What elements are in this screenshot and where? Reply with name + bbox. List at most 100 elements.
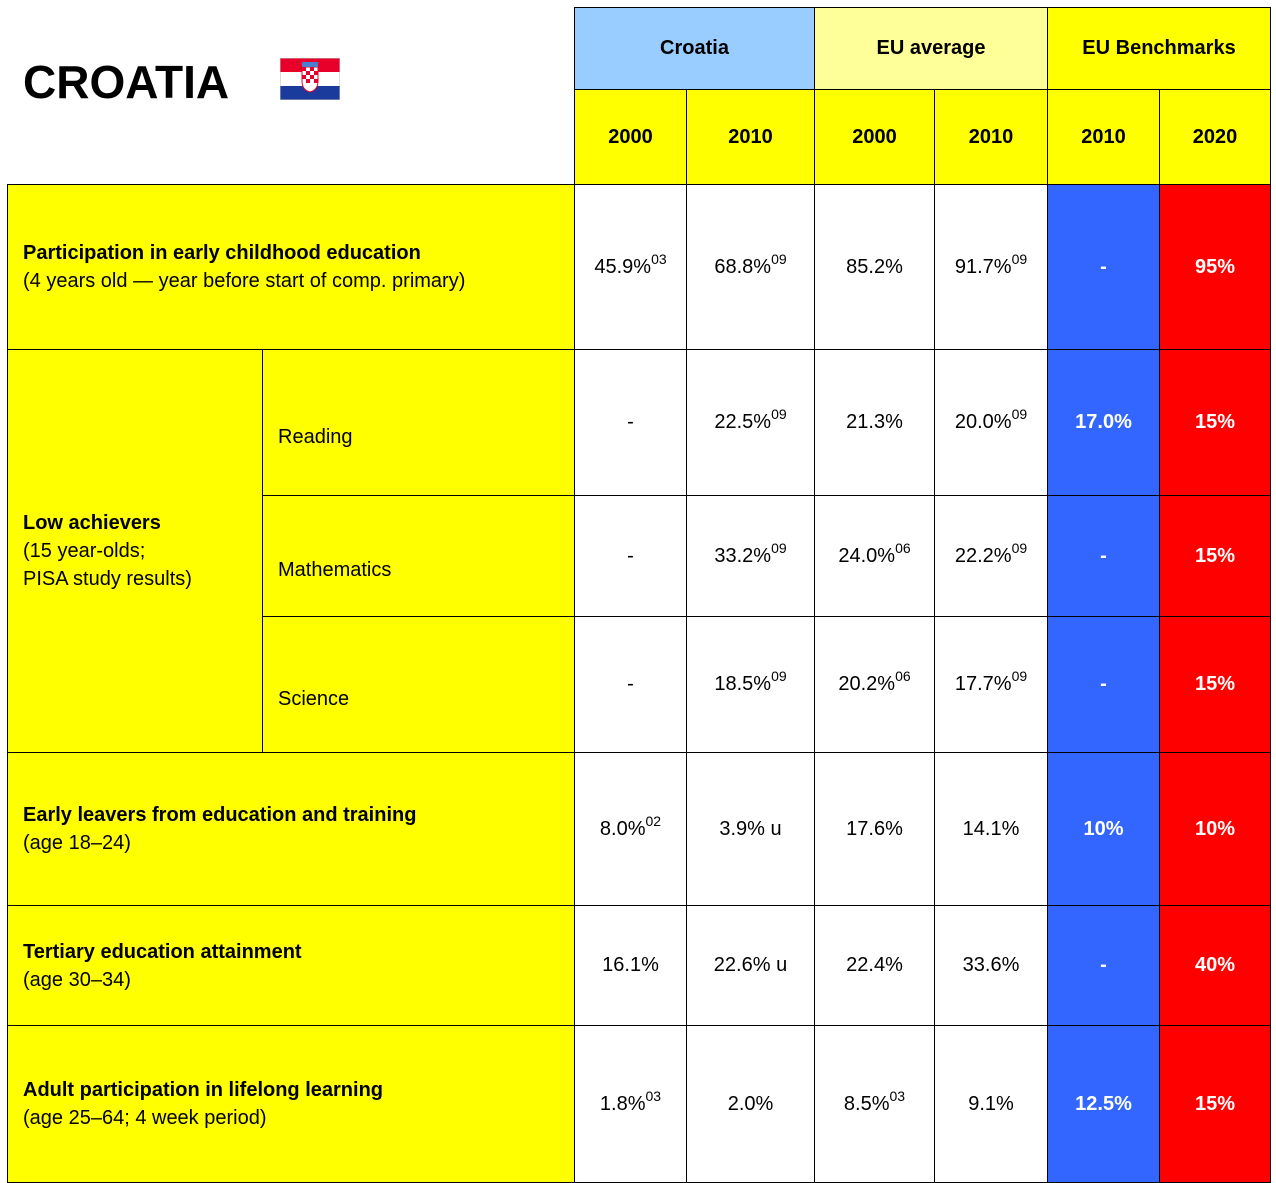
value-cell: - (1047, 184, 1160, 350)
value-cell: 45.9%03 (574, 184, 687, 350)
value-text: 22.4% (846, 954, 903, 976)
value-text: 20.0% (954, 411, 1012, 433)
value-cell: 8.0%02 (574, 752, 687, 906)
value-text: 1.8% (599, 1092, 646, 1115)
subrow-label: Mathematics (278, 559, 392, 581)
value-text: 14.1% (962, 817, 1020, 840)
value: - (627, 545, 634, 568)
value-text: 91.7% (954, 255, 1012, 278)
group-label: Croatia (660, 37, 729, 59)
row-note: (age 18–24) (23, 832, 131, 854)
value: 85.2% (846, 256, 903, 279)
value-cell: 10% (1159, 752, 1271, 906)
value: 18.5%09 (714, 669, 786, 696)
row-label: Participation in early childhood educati… (23, 242, 421, 264)
value: 14.1% (963, 818, 1020, 841)
value-cell: - (574, 349, 687, 496)
value-cell: 2.0% (686, 1025, 815, 1183)
value-cell: 15% (1159, 349, 1271, 496)
value-text: 17.0% (1075, 411, 1132, 433)
value: - (1100, 954, 1107, 977)
value-text: 12.5% (1075, 1092, 1132, 1115)
value-text: - (1100, 673, 1107, 695)
value-cell: 9.1% (934, 1025, 1048, 1183)
footnote-year: 03 (645, 1087, 662, 1104)
value: 22.5%09 (714, 407, 786, 434)
footnote-year: 03 (651, 250, 667, 267)
value: 1.8%03 (599, 1089, 661, 1116)
value-cell: 14.1% (934, 752, 1048, 906)
value-cell: 16.1% (574, 905, 687, 1026)
value: 22.6% u (714, 954, 787, 977)
value: - (1100, 673, 1107, 696)
footnote-year: 09 (1011, 250, 1028, 267)
value-cell: 15% (1159, 616, 1271, 753)
value-cell: 21.3% (814, 349, 935, 496)
value-text: 40% (1194, 954, 1236, 976)
year-header: 2000 (814, 89, 935, 185)
row-label-cell: Tertiary education attainment (age 30–34) (7, 905, 575, 1026)
subrow-label: Reading (278, 425, 353, 448)
footnote-year: 09 (771, 668, 787, 684)
row-note: (4 years old — year before start of comp… (23, 270, 466, 292)
value: 3.9% u (719, 818, 781, 841)
value-text: - (1100, 255, 1107, 278)
value-cell: 20.0%09 (934, 349, 1048, 496)
value-text: 85.2% (846, 255, 903, 278)
footnote-year: 09 (1011, 668, 1028, 684)
footnote-year: 02 (645, 812, 662, 829)
year-header: 2010 (934, 89, 1048, 185)
value-cell: 15% (1159, 495, 1271, 617)
value-cell: - (1047, 616, 1160, 753)
value: 9.1% (968, 1093, 1014, 1116)
row-note: (age 25–64; 4 week period) (23, 1107, 267, 1129)
year-header: 2020 (1159, 89, 1271, 185)
value-text: 17.7% (954, 673, 1012, 695)
value: 17.7%09 (954, 669, 1027, 696)
value-text: 10% (1194, 817, 1236, 840)
value-text: 21.3% (846, 411, 903, 433)
value-text: 20.2% (838, 673, 896, 695)
footnote-year: 09 (771, 250, 787, 267)
value: 10% (1195, 818, 1235, 841)
value-cell: 24.0%06 (814, 495, 935, 617)
year-label: 2020 (1192, 125, 1238, 148)
value: - (1100, 256, 1107, 279)
value-text: 15% (1194, 673, 1236, 695)
year-header: 2010 (686, 89, 815, 185)
row-label-cell: Low achievers (15 year-olds; PISA study re… (7, 349, 263, 753)
value-text: 8.5% (843, 1092, 890, 1115)
footnote-year: 03 (889, 1087, 906, 1104)
value-text: 22.2% (954, 544, 1012, 567)
subrow-label: Science (278, 687, 350, 710)
value: 8.0%02 (600, 814, 661, 841)
value-cell: 33.6% (934, 905, 1048, 1026)
row-note: PISA study results) (23, 568, 192, 590)
footnote-year: 09 (1011, 539, 1028, 556)
value-text: - (627, 544, 634, 567)
value: 24.0%06 (838, 541, 910, 568)
value: 15% (1195, 411, 1235, 434)
value: 95% (1195, 256, 1235, 279)
value: - (1100, 545, 1107, 568)
row-label-cell: Early leavers from education and trainin… (7, 752, 575, 906)
group-header: EU average (814, 7, 1048, 90)
row-label-cell: Adult participation in lifelong learning… (7, 1025, 575, 1183)
value-cell: - (1047, 905, 1160, 1026)
value-cell: 18.5%09 (686, 616, 815, 753)
label-block: Early leavers from education and trainin… (23, 801, 416, 857)
value-cell: 12.5% (1047, 1025, 1160, 1183)
value-text: 2.0% (727, 1092, 774, 1115)
value: 91.7%09 (954, 252, 1027, 279)
value-cell: 17.0% (1047, 349, 1160, 496)
value-text: 9.1% (968, 1092, 1014, 1115)
value: 16.1% (602, 954, 659, 977)
label-block: Participation in early childhood educati… (23, 239, 465, 295)
row-label: Low achievers (23, 512, 161, 534)
row-label-cell: Participation in early childhood educati… (7, 184, 575, 350)
label-block: Low achievers (15 year-olds; PISA study re… (23, 509, 192, 593)
value-cell: 40% (1159, 905, 1271, 1026)
value-cell: 8.5%03 (814, 1025, 935, 1183)
group-header: EU Benchmarks (1047, 7, 1271, 90)
